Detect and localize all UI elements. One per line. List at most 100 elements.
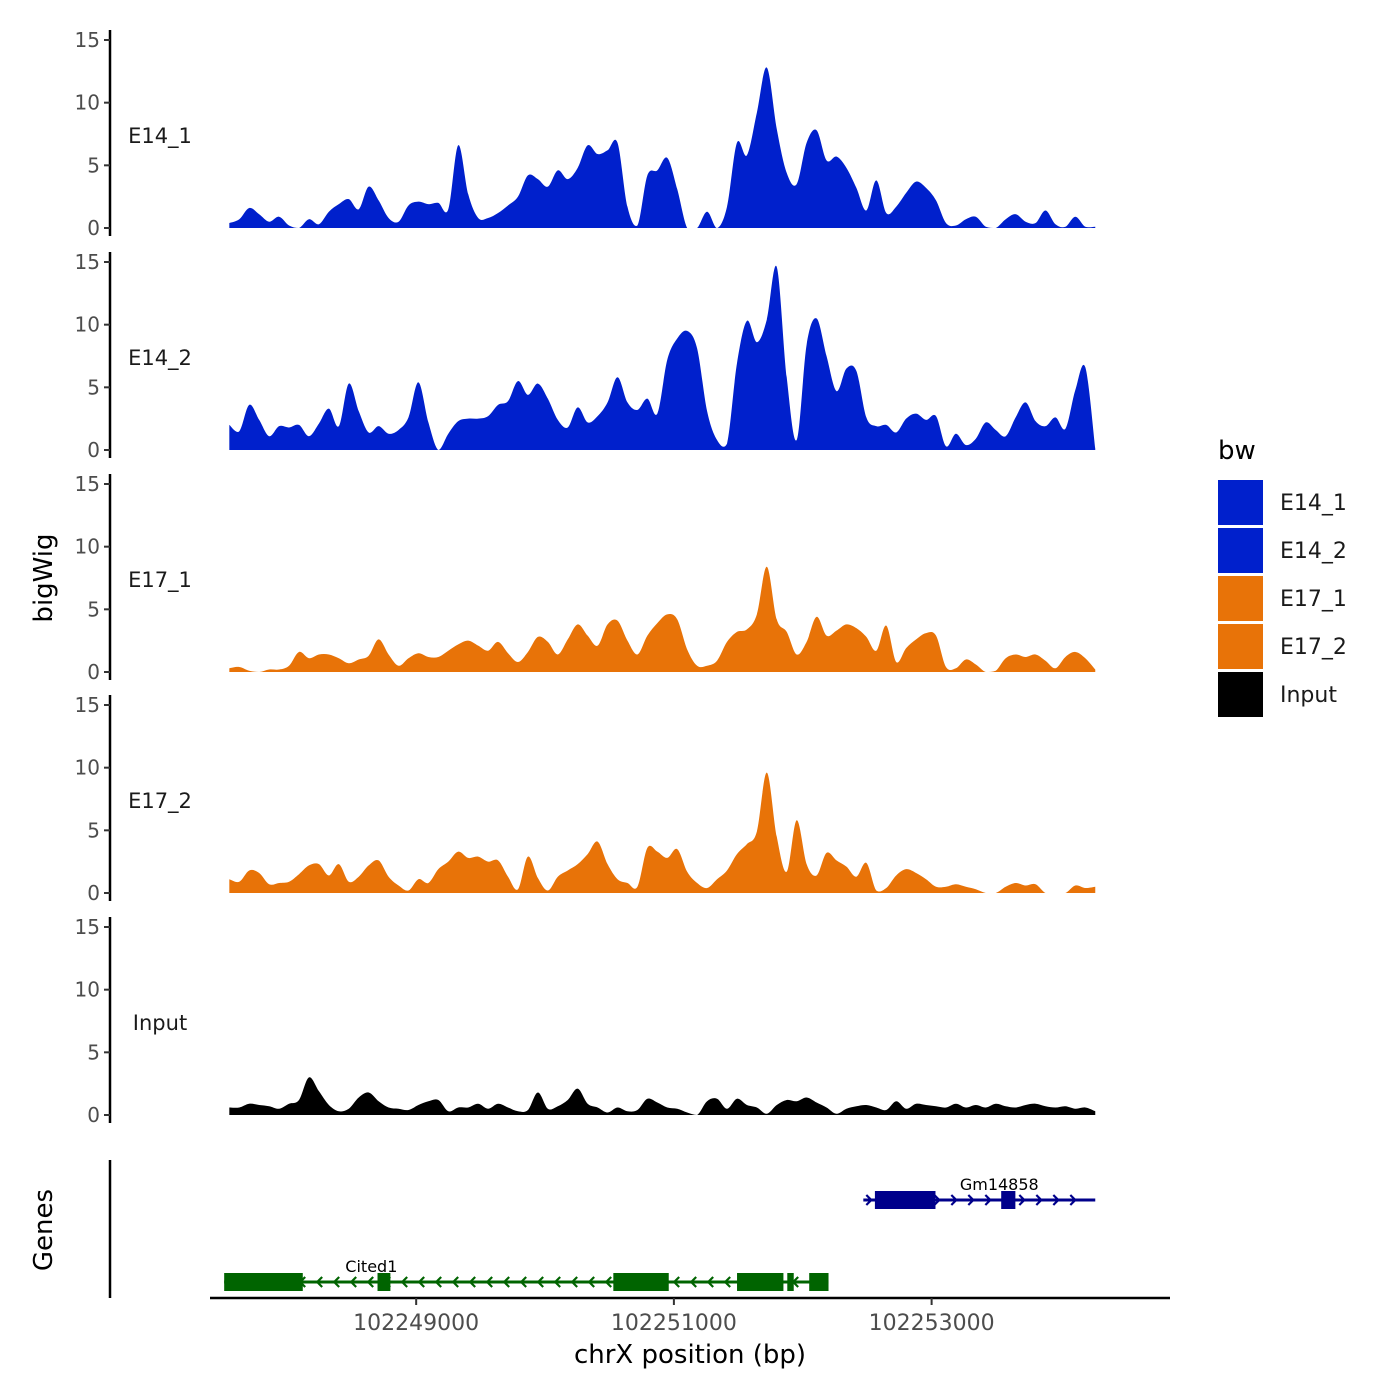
gene-label: Cited1 bbox=[345, 1257, 397, 1276]
strand-arrow bbox=[468, 1276, 476, 1288]
legend-label: E14_2 bbox=[1280, 539, 1347, 564]
genes-axis-title: Genes bbox=[29, 1189, 59, 1271]
strand-arrow bbox=[672, 1276, 680, 1288]
y-tick-label: 0 bbox=[87, 438, 100, 462]
x-tick-label: 102253000 bbox=[869, 1311, 995, 1336]
strand-arrow bbox=[570, 1276, 578, 1288]
y-tick-label: 10 bbox=[75, 91, 100, 115]
track-label: E17_1 bbox=[128, 568, 192, 593]
legend-title: bw bbox=[1218, 436, 1256, 466]
strand-arrow bbox=[332, 1276, 340, 1288]
strand-arrow bbox=[502, 1276, 510, 1288]
y-tick-label: 15 bbox=[75, 693, 100, 717]
gene-exon bbox=[377, 1273, 391, 1291]
gene-exon bbox=[809, 1273, 829, 1291]
y-tick-label: 0 bbox=[87, 1103, 100, 1127]
strand-arrow bbox=[1018, 1194, 1026, 1206]
gene-exon bbox=[613, 1273, 669, 1291]
y-tick-label: 10 bbox=[75, 535, 100, 559]
strand-arrow bbox=[689, 1276, 697, 1288]
y-tick-label: 0 bbox=[87, 881, 100, 905]
strand-arrow bbox=[587, 1276, 595, 1288]
legend-item: Input bbox=[1218, 672, 1337, 717]
gene-track: Gm14858 Cited1 bbox=[108, 1160, 1096, 1298]
y-tick-label: 10 bbox=[75, 756, 100, 780]
strand-arrow bbox=[706, 1276, 714, 1288]
gene-label: Gm14858 bbox=[960, 1175, 1039, 1194]
signal-tracks: 0 5 10 15 E14_1 0 5 10 15 E14_2 0 5 10 15 E17_1 0 5 10 15 E… bbox=[75, 28, 1096, 1127]
signal-area bbox=[229, 772, 1096, 893]
track-E17_2: 0 5 10 15 E17_2 bbox=[75, 693, 1096, 905]
legend-swatch bbox=[1218, 528, 1263, 573]
strand-arrow bbox=[434, 1276, 442, 1288]
track-label: Input bbox=[133, 1011, 187, 1035]
legend-swatch bbox=[1218, 480, 1263, 525]
track-label: E14_2 bbox=[128, 346, 192, 371]
gene-exon bbox=[787, 1273, 794, 1291]
strand-arrow bbox=[485, 1276, 493, 1288]
gene-Cited1: Cited1 bbox=[224, 1257, 829, 1291]
y-tick-label: 5 bbox=[87, 153, 100, 177]
signal-area bbox=[229, 566, 1096, 672]
track-E17_1: 0 5 10 15 E17_1 bbox=[75, 472, 1096, 684]
strand-arrow bbox=[967, 1194, 975, 1206]
x-tick-label: 102249000 bbox=[353, 1311, 479, 1336]
legend-item: E14_2 bbox=[1218, 528, 1347, 573]
legend-item: E17_2 bbox=[1218, 624, 1347, 669]
strand-arrow bbox=[1052, 1194, 1060, 1206]
legend-item: E17_1 bbox=[1218, 576, 1347, 621]
strand-arrow bbox=[604, 1276, 612, 1288]
y-axis-title: bigWig bbox=[29, 533, 59, 622]
y-tick-label: 0 bbox=[87, 216, 100, 240]
y-tick-label: 5 bbox=[87, 375, 100, 399]
strand-arrow bbox=[984, 1194, 992, 1206]
strand-arrow bbox=[723, 1276, 731, 1288]
x-axis: 102249000 102251000 102253000 bbox=[210, 1296, 1170, 1336]
track-label: E14_1 bbox=[128, 124, 192, 149]
strand-arrow bbox=[1069, 1194, 1077, 1206]
strand-arrow bbox=[1035, 1194, 1043, 1206]
x-axis-title: chrX position (bp) bbox=[574, 1340, 806, 1370]
gene-exon bbox=[1001, 1191, 1016, 1209]
y-tick-label: 5 bbox=[87, 597, 100, 621]
legend: bw E14_1 E14_2 E17_1 E17_2 Input bbox=[1218, 436, 1347, 717]
gene-Gm14858: Gm14858 bbox=[863, 1175, 1096, 1209]
signal-area bbox=[229, 1077, 1096, 1115]
track-label: E17_2 bbox=[128, 789, 192, 814]
gene-exon bbox=[737, 1273, 784, 1291]
strand-arrow bbox=[536, 1276, 544, 1288]
strand-arrow bbox=[417, 1276, 425, 1288]
strand-arrow bbox=[933, 1194, 941, 1206]
gene-exon bbox=[224, 1273, 303, 1291]
gene-exon bbox=[874, 1191, 936, 1209]
track-E14_2: 0 5 10 15 E14_2 bbox=[75, 250, 1096, 462]
strand-arrow bbox=[349, 1276, 357, 1288]
legend-label: E17_1 bbox=[1280, 587, 1347, 612]
y-tick-label: 10 bbox=[75, 978, 100, 1002]
strand-arrow bbox=[400, 1276, 408, 1288]
y-tick-label: 0 bbox=[87, 660, 100, 684]
track-E14_1: 0 5 10 15 E14_1 bbox=[75, 28, 1096, 240]
legend-swatch bbox=[1218, 576, 1263, 621]
strand-arrow bbox=[366, 1276, 374, 1288]
y-tick-label: 10 bbox=[75, 313, 100, 337]
legend-swatch bbox=[1218, 672, 1263, 717]
strand-arrow bbox=[315, 1276, 323, 1288]
signal-area bbox=[229, 67, 1096, 228]
strand-arrow bbox=[950, 1194, 958, 1206]
y-tick-label: 15 bbox=[75, 472, 100, 496]
track-Input: 0 5 10 15 Input bbox=[75, 915, 1096, 1127]
strand-arrow bbox=[553, 1276, 561, 1288]
legend-label: Input bbox=[1280, 683, 1337, 708]
x-tick-label: 102251000 bbox=[611, 1311, 737, 1336]
legend-label: E17_2 bbox=[1280, 635, 1347, 660]
y-tick-label: 15 bbox=[75, 915, 100, 939]
strand-arrow bbox=[865, 1194, 873, 1206]
strand-arrow bbox=[519, 1276, 527, 1288]
legend-swatch bbox=[1218, 624, 1263, 669]
y-tick-label: 15 bbox=[75, 28, 100, 52]
legend-item: E14_1 bbox=[1218, 480, 1347, 525]
y-tick-label: 5 bbox=[87, 1040, 100, 1064]
strand-arrow bbox=[451, 1276, 459, 1288]
